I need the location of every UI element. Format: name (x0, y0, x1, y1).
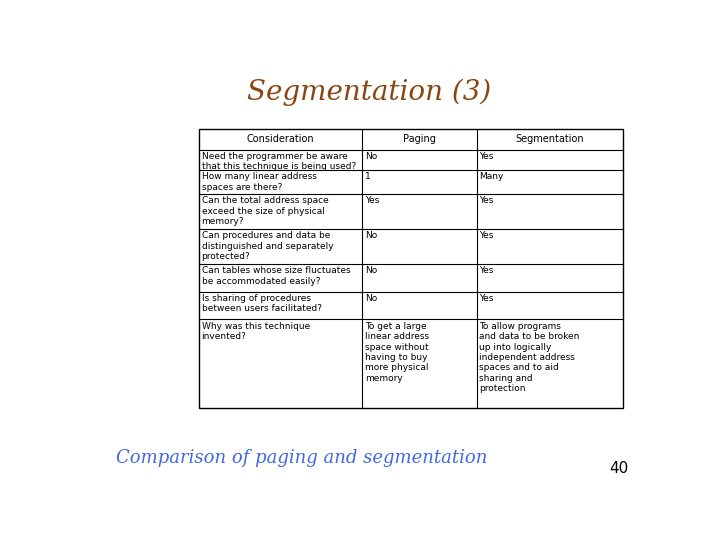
Text: Can procedures and data be
distinguished and separately
protected?: Can procedures and data be distinguished… (202, 231, 333, 261)
Text: How many linear address
spaces are there?: How many linear address spaces are there… (202, 172, 317, 192)
Text: Yes: Yes (365, 197, 379, 205)
Text: Segmentation: Segmentation (516, 134, 584, 144)
Text: Segmentation (3): Segmentation (3) (247, 78, 491, 105)
Text: Yes: Yes (480, 152, 494, 161)
Text: No: No (365, 294, 377, 303)
Text: Many: Many (480, 172, 504, 181)
Text: Why was this technique
invented?: Why was this technique invented? (202, 322, 310, 341)
Text: To allow programs
and data to be broken
up into logically
independent address
sp: To allow programs and data to be broken … (480, 322, 580, 393)
Text: No: No (365, 266, 377, 275)
Text: Yes: Yes (480, 231, 494, 240)
Bar (199, 129, 623, 408)
Text: Consideration: Consideration (247, 134, 314, 144)
Text: 40: 40 (609, 461, 629, 476)
Text: Need the programmer be aware
that this technique is being used?: Need the programmer be aware that this t… (202, 152, 356, 171)
Text: No: No (365, 231, 377, 240)
Text: Yes: Yes (480, 294, 494, 303)
Text: Paging: Paging (403, 134, 436, 144)
Text: Can the total address space
exceed the size of physical
memory?: Can the total address space exceed the s… (202, 197, 328, 226)
Text: Yes: Yes (480, 266, 494, 275)
Text: Is sharing of procedures
between users facilitated?: Is sharing of procedures between users f… (202, 294, 322, 314)
Text: No: No (365, 152, 377, 161)
Text: To get a large
linear address
space without
having to buy
more physical
memory: To get a large linear address space with… (365, 322, 429, 383)
Text: 1: 1 (365, 172, 371, 181)
Text: Can tables whose size fluctuates
be accommodated easily?: Can tables whose size fluctuates be acco… (202, 266, 350, 286)
Text: Yes: Yes (480, 197, 494, 205)
Text: Comparison of paging and segmentation: Comparison of paging and segmentation (117, 449, 487, 467)
